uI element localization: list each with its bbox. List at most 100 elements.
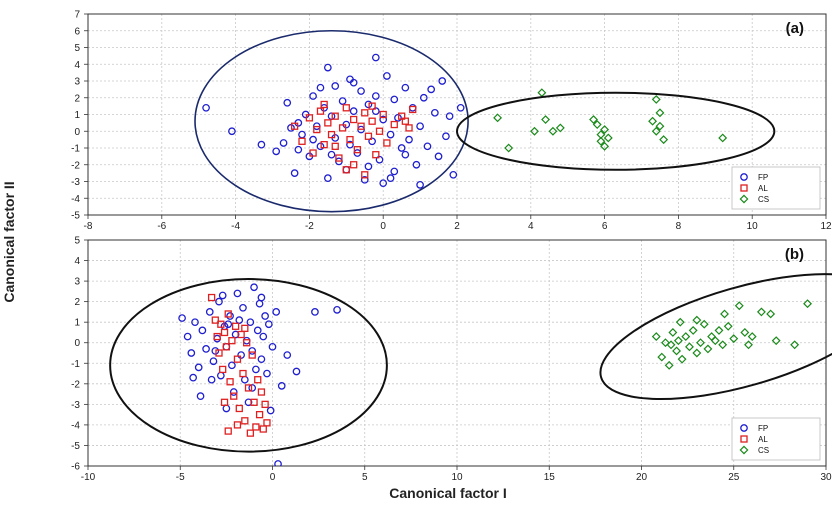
point-fp (360, 175, 369, 184)
point-al (233, 355, 242, 363)
point-fp (194, 363, 203, 372)
point-al (217, 320, 225, 328)
point-fp (268, 342, 277, 351)
point-cs (600, 141, 610, 151)
legend-marker-al (740, 184, 748, 192)
point-fp (431, 108, 439, 117)
point-fp (394, 114, 402, 122)
point-al (353, 146, 362, 154)
point-fp (248, 347, 257, 355)
point-cs (675, 317, 685, 327)
point-fp (202, 345, 210, 353)
point-al (298, 137, 306, 145)
point-fp (290, 169, 299, 177)
point-al (405, 124, 413, 132)
point-fp (346, 140, 354, 149)
point-fp (233, 289, 242, 298)
point-al (224, 427, 232, 435)
point-fp (226, 312, 234, 320)
point-fp (178, 314, 186, 322)
point-fp (246, 318, 255, 327)
point-fp (379, 179, 388, 188)
panel-label: (a) (786, 20, 804, 37)
x-tick-label: 8 (676, 221, 682, 232)
y-tick-label: 2 (74, 297, 80, 308)
point-al (372, 151, 380, 159)
point-fp (397, 144, 406, 152)
point-fp (279, 139, 288, 147)
point-fp (263, 369, 271, 378)
point-fp (331, 82, 340, 90)
point-cs (651, 94, 661, 104)
x-tick-label: 4 (528, 221, 534, 232)
point-al (383, 139, 391, 147)
point-fp (235, 316, 244, 324)
point-fp (209, 357, 218, 366)
point-fp (442, 132, 450, 141)
point-fp (368, 137, 376, 146)
point-al (220, 328, 229, 337)
point-cs (681, 332, 691, 342)
point-al (338, 124, 347, 132)
y-tick-label: 3 (74, 77, 80, 88)
point-fp (257, 355, 266, 364)
point-cs (803, 299, 812, 309)
point-fp (198, 326, 207, 335)
point-fp (228, 361, 236, 370)
point-fp (456, 103, 465, 112)
point-fp (438, 77, 447, 85)
x-tick-label: 6 (602, 221, 608, 232)
x-tick-label: -10 (81, 472, 96, 483)
point-cs (666, 340, 676, 350)
point-al (331, 142, 339, 150)
point-cs (668, 328, 678, 337)
y-axis-title: Canonical factor II (1, 181, 17, 302)
y-tick-label: 4 (74, 256, 80, 267)
point-cs (790, 340, 800, 350)
point-cs (555, 123, 565, 133)
point-al (327, 130, 336, 139)
point-cs (548, 126, 558, 136)
point-fp (272, 308, 281, 316)
point-al (309, 149, 317, 157)
legend-label-cs: CS (758, 195, 769, 204)
point-al (213, 332, 221, 341)
point-cs (696, 338, 705, 348)
point-fp (294, 145, 303, 154)
point-fp (423, 142, 432, 151)
point-fp (349, 78, 358, 87)
point-fp (283, 98, 292, 107)
point-cs (661, 338, 670, 348)
y-tick-label: -1 (71, 359, 80, 370)
point-fp (272, 147, 281, 156)
point-al (239, 369, 247, 378)
point-cs (589, 115, 598, 124)
point-fp (405, 135, 413, 144)
point-cs (655, 108, 665, 118)
x-tick-label: 10 (747, 221, 759, 232)
point-cs (714, 325, 724, 335)
point-fp (211, 347, 220, 355)
y-tick-label: 1 (74, 318, 80, 329)
point-cs (718, 133, 728, 143)
data-points (202, 53, 728, 189)
point-al (250, 398, 258, 406)
point-al (375, 127, 384, 135)
point-fp (309, 135, 317, 144)
legend-marker-cs (739, 194, 749, 204)
series-cs (651, 299, 812, 370)
point-fp (183, 332, 192, 341)
point-fp (364, 100, 373, 109)
y-tick-label: 0 (74, 338, 80, 349)
point-fp (416, 181, 424, 189)
point-fp (196, 392, 205, 400)
legend-marker-cs (739, 445, 749, 455)
point-cs (530, 126, 539, 136)
point-al (368, 102, 376, 110)
point-cs (756, 307, 766, 317)
point-fp (229, 388, 238, 396)
x-tick-label: 15 (544, 472, 556, 483)
y-tick-label: 5 (74, 43, 80, 54)
point-al (259, 425, 267, 433)
x-tick-label: 25 (728, 472, 740, 483)
